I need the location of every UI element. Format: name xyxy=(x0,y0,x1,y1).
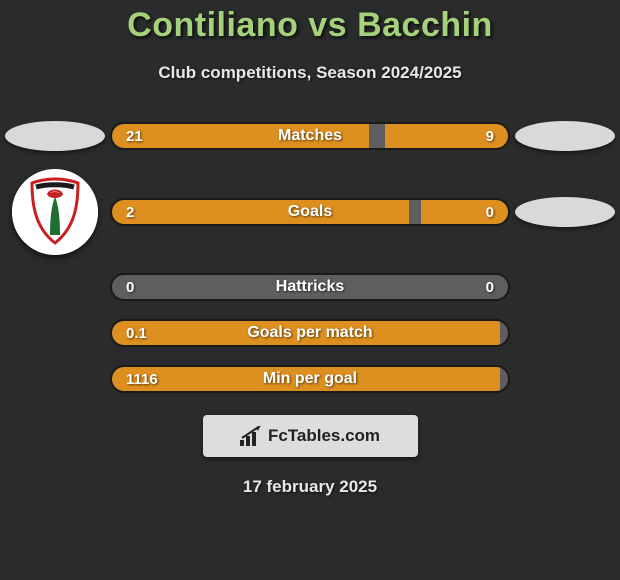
side-badge xyxy=(0,169,110,255)
stat-row: 1116 Min per goal xyxy=(0,365,620,393)
stat-label: Matches xyxy=(278,127,342,145)
stat-value-left: 21 xyxy=(126,128,143,145)
brand-text: FcTables.com xyxy=(268,426,380,446)
stat-row: 0 0 Hattricks xyxy=(0,273,620,301)
stat-bar: 1116 Min per goal xyxy=(110,365,510,393)
stat-value-right: 0 xyxy=(486,204,494,221)
footer-date: 17 february 2025 xyxy=(0,477,620,497)
side-badge xyxy=(510,121,620,151)
brand-badge: FcTables.com xyxy=(203,415,418,457)
placeholder-ellipse xyxy=(515,197,615,227)
stat-label: Hattricks xyxy=(276,278,344,296)
stat-label: Goals xyxy=(288,203,332,221)
club-logo xyxy=(12,169,98,255)
stat-row: 0.1 Goals per match xyxy=(0,319,620,347)
stat-value-right: 9 xyxy=(486,128,494,145)
side-badge xyxy=(510,197,620,227)
bar-fill-right xyxy=(421,200,508,224)
stat-bar: 2 0 Goals xyxy=(110,198,510,226)
stat-bar: 0 0 Hattricks xyxy=(110,273,510,301)
stat-value-left: 1116 xyxy=(126,371,158,388)
page-title: Contiliano vs Bacchin xyxy=(0,6,620,45)
stat-row: 21 9 Matches xyxy=(0,121,620,151)
stat-value-left: 0.1 xyxy=(126,325,147,342)
stat-value-left: 2 xyxy=(126,204,134,221)
placeholder-ellipse xyxy=(5,121,105,151)
stat-value-right: 0 xyxy=(486,279,494,296)
stat-bar: 21 9 Matches xyxy=(110,122,510,150)
club-shield-icon xyxy=(12,169,98,255)
placeholder-ellipse xyxy=(515,121,615,151)
stat-label: Min per goal xyxy=(263,370,357,388)
comparison-card: Contiliano vs Bacchin Club competitions,… xyxy=(0,0,620,497)
brand-chart-icon xyxy=(240,426,262,446)
page-subtitle: Club competitions, Season 2024/2025 xyxy=(0,63,620,83)
stat-bar: 0.1 Goals per match xyxy=(110,319,510,347)
stat-rows: 21 9 Matches 2 0 Goals 0 0 Hattricks 0.1 Goals pe… xyxy=(0,121,620,393)
side-badge xyxy=(0,121,110,151)
stat-row: 2 0 Goals xyxy=(0,169,620,255)
stat-label: Goals per match xyxy=(247,324,372,342)
stat-value-left: 0 xyxy=(126,279,134,296)
bar-fill-left xyxy=(112,200,409,224)
